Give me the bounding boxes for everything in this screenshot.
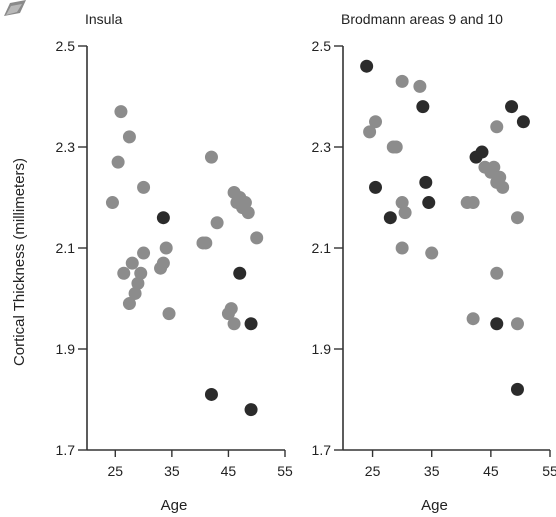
- x-tick-label: 25: [365, 463, 381, 479]
- data-point: [490, 317, 504, 331]
- data-point: [156, 256, 170, 270]
- data-point: [369, 180, 383, 194]
- data-point: [199, 236, 213, 250]
- data-point: [241, 206, 255, 220]
- data-point: [162, 307, 176, 321]
- data-point: [105, 196, 119, 210]
- data-point: [117, 266, 131, 280]
- y-tick-label: 2.1: [56, 240, 76, 256]
- data-point: [490, 266, 504, 280]
- data-point: [413, 79, 427, 93]
- data-point: [422, 196, 436, 210]
- data-point: [398, 206, 412, 220]
- data-point: [210, 216, 224, 230]
- data-point: [204, 150, 218, 164]
- x-tick-label: 45: [483, 463, 499, 479]
- data-point: [156, 211, 170, 225]
- data-point: [238, 196, 252, 210]
- y-tick-label: 2.5: [312, 38, 332, 54]
- data-point: [425, 246, 439, 260]
- data-point: [360, 59, 374, 73]
- data-point: [419, 175, 433, 189]
- chart-panel-brodmann: Brodmann areas 9 and 10 2.5 2.3 2.1 1.9 1.7 25…: [312, 11, 556, 514]
- x-tick-label: 55: [277, 463, 293, 479]
- data-point: [122, 130, 136, 144]
- data-point: [137, 180, 151, 194]
- y-tick-label: 2.3: [312, 139, 332, 155]
- data-point: [496, 180, 510, 194]
- data-point: [204, 387, 218, 401]
- data-point: [416, 100, 430, 114]
- data-point: [134, 266, 148, 280]
- x-axis-title: Age: [161, 497, 188, 514]
- data-point: [510, 211, 524, 225]
- x-tick-label: 25: [107, 463, 123, 479]
- data-point: [466, 312, 480, 326]
- data-point: [128, 286, 142, 300]
- data-point: [383, 211, 397, 225]
- x-tick-label: 55: [542, 463, 556, 479]
- data-point: [490, 120, 504, 134]
- data-point: [114, 105, 128, 119]
- data-point: [244, 317, 258, 331]
- data-point: [395, 196, 409, 210]
- data-point: [363, 125, 377, 139]
- x-tick-label: 35: [424, 463, 440, 479]
- data-point: [516, 115, 530, 129]
- panel-title: Brodmann areas 9 and 10: [341, 11, 503, 27]
- data-point: [493, 170, 507, 184]
- x-tick-label: 35: [164, 463, 180, 479]
- corner-graphic: [0, 0, 26, 18]
- data-point: [389, 140, 403, 154]
- data-point: [466, 196, 480, 210]
- data-point: [475, 145, 489, 159]
- y-tick-label: 1.9: [312, 341, 332, 357]
- data-point: [395, 241, 409, 255]
- data-point: [159, 241, 173, 255]
- y-tick-label: 2.5: [56, 38, 76, 54]
- data-point: [487, 160, 501, 174]
- y-tick-label: 1.7: [56, 442, 76, 458]
- data-point: [122, 297, 136, 311]
- data-point: [505, 100, 519, 114]
- data-point: [227, 317, 241, 331]
- y-tick-label: 1.7: [312, 442, 332, 458]
- data-point: [510, 317, 524, 331]
- data-point: [111, 155, 125, 169]
- chart-panel-insula: Insula 2.5 2.3 2.1 1.9 1.7 25 35 45 55 Age: [56, 11, 293, 514]
- y-tick-label: 2.3: [56, 139, 76, 155]
- panel-title: Insula: [85, 11, 123, 27]
- data-point: [233, 266, 247, 280]
- data-point: [224, 302, 238, 316]
- y-tick-label: 2.1: [312, 240, 332, 256]
- data-point: [395, 74, 409, 88]
- data-point: [137, 246, 151, 260]
- data-point: [510, 382, 524, 396]
- data-point: [369, 115, 383, 129]
- y-tick-label: 1.9: [56, 341, 76, 357]
- data-point: [131, 276, 145, 290]
- y-axis-title: Cortical Thickness (millimeters): [11, 158, 28, 366]
- x-tick-label: 45: [221, 463, 237, 479]
- data-point: [250, 231, 264, 245]
- x-axis-title: Age: [421, 497, 448, 514]
- data-point: [244, 403, 258, 417]
- data-point: [125, 256, 139, 270]
